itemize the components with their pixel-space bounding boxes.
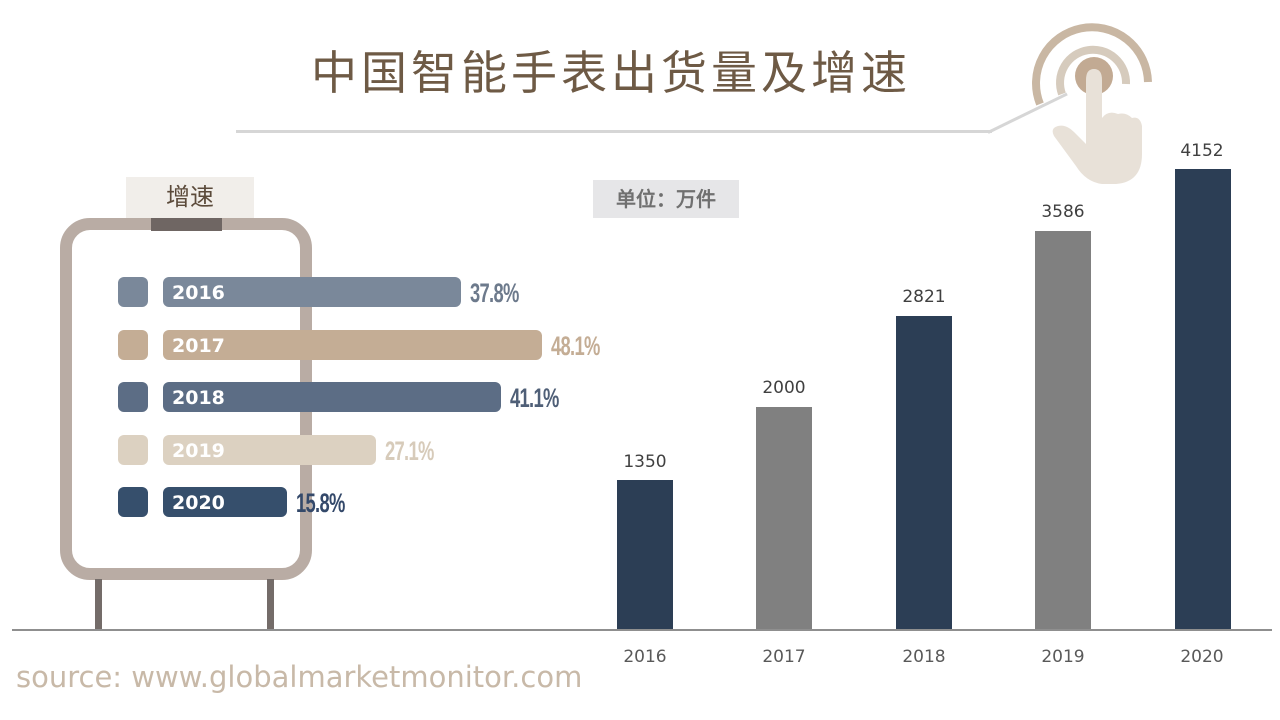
board-tab xyxy=(151,218,222,231)
growth-label: 增速 xyxy=(126,177,254,218)
board-leg-right xyxy=(267,579,274,631)
bar-2018 xyxy=(896,316,952,629)
bar-value-2018: 2821 xyxy=(902,287,946,307)
bar-2017 xyxy=(756,407,812,629)
bar-2019 xyxy=(1035,231,1091,629)
x-label-2018: 2018 xyxy=(902,647,946,667)
growth-bar-2020: 2020 xyxy=(163,487,287,517)
growth-value-2016: 37.8% xyxy=(470,278,519,308)
legend-swatch-2020 xyxy=(118,487,148,517)
bar-value-2016: 1350 xyxy=(623,452,667,472)
bar-value-2019: 3586 xyxy=(1041,202,1085,222)
title-underline xyxy=(236,130,992,133)
x-label-2020: 2020 xyxy=(1180,647,1224,667)
growth-bar-2017: 2017 xyxy=(163,330,542,360)
growth-bar-2019: 2019 xyxy=(163,435,376,465)
x-label-2017: 2017 xyxy=(762,647,806,667)
unit-label: 单位：万件 xyxy=(593,180,739,218)
legend-swatch-2018 xyxy=(118,382,148,412)
bar-value-2017: 2000 xyxy=(762,378,806,398)
page-title: 中国智能手表出货量及增速 xyxy=(311,46,911,100)
legend-swatch-2017 xyxy=(118,330,148,360)
chart-baseline xyxy=(12,629,1272,631)
bar-value-2020: 4152 xyxy=(1180,141,1224,161)
x-label-2016: 2016 xyxy=(623,647,667,667)
source-link[interactable]: source: www.globalmarketmonitor.com xyxy=(16,660,583,694)
board-leg-left xyxy=(95,579,102,631)
hand-tap-icon xyxy=(1032,23,1152,184)
legend-swatch-2016 xyxy=(118,277,148,307)
growth-value-2017: 48.1% xyxy=(551,331,600,361)
x-label-2019: 2019 xyxy=(1041,647,1085,667)
growth-value-2020: 15.8% xyxy=(296,488,345,518)
growth-bar-2016: 2016 xyxy=(163,277,461,307)
bar-2020 xyxy=(1175,169,1231,629)
growth-value-2019: 27.1% xyxy=(385,436,434,466)
growth-bar-2018: 2018 xyxy=(163,382,501,412)
bar-2016 xyxy=(617,480,673,629)
legend-swatch-2019 xyxy=(118,435,148,465)
growth-value-2018: 41.1% xyxy=(510,383,559,413)
